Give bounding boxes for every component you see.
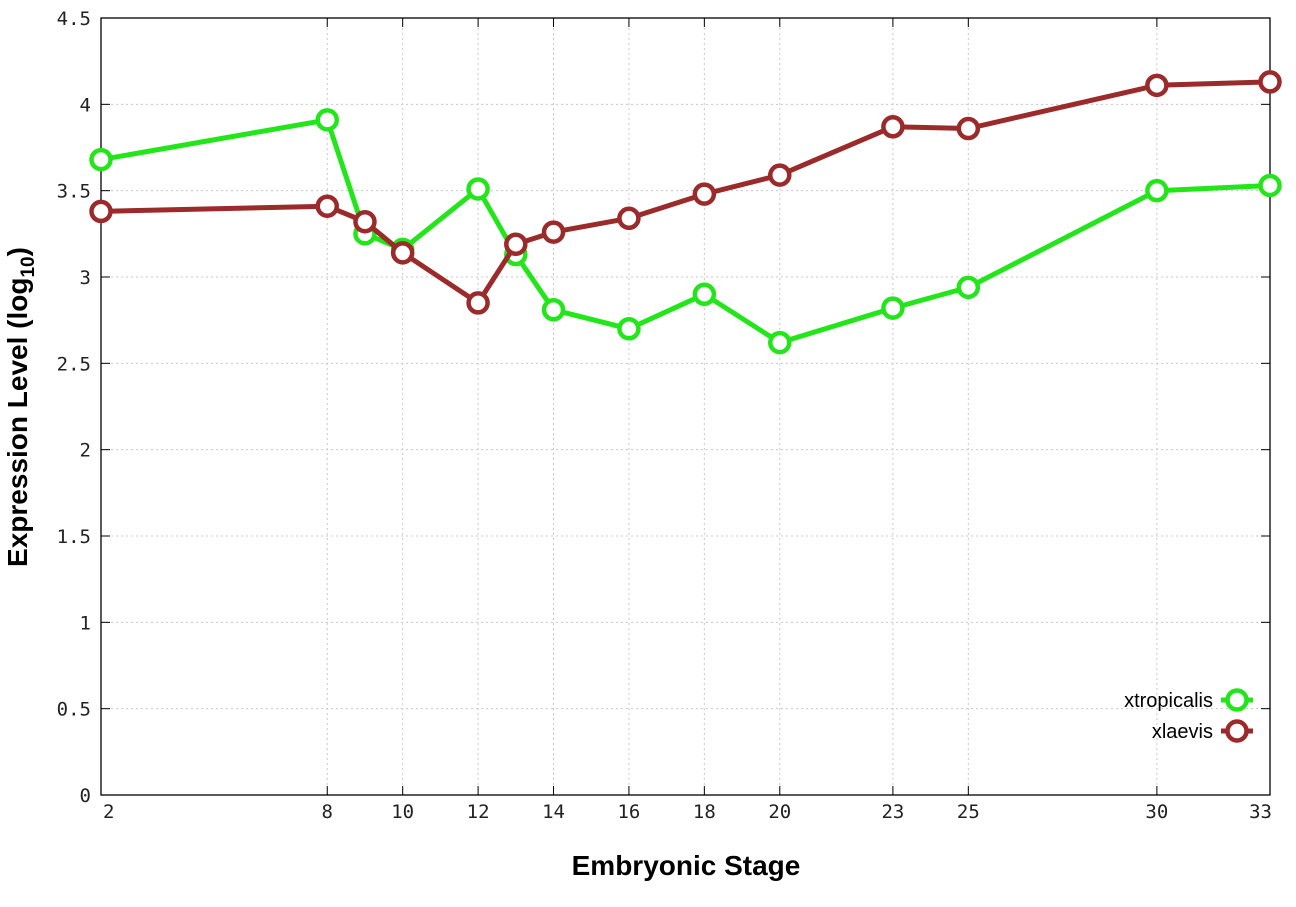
data-point-xlaevis: [768, 163, 792, 187]
data-point-xlaevis: [1145, 73, 1169, 98]
series-line-xtropicalis: [100, 117, 1271, 346]
data-point-xlaevis: [89, 199, 113, 224]
y-tick-label: 0.5: [57, 699, 91, 721]
y-tick-label: 4: [80, 94, 91, 116]
legend: xtropicalis xlaevis: [1124, 688, 1253, 743]
legend-marker-xlaevis: [1225, 719, 1249, 743]
data-point-xtropicalis: [315, 108, 340, 132]
legend-marker-xtropicalis: [1225, 688, 1249, 712]
y-tick-label: 2.5: [57, 353, 91, 375]
x-tick-label: 33: [1249, 801, 1272, 823]
data-point-xlaevis: [692, 182, 717, 206]
data-point-xtropicalis: [956, 275, 981, 300]
x-tick-label: 18: [693, 801, 716, 823]
y-tick-label: 3: [80, 267, 91, 289]
data-point-xlaevis: [881, 115, 905, 139]
y-axis-title-close: ): [2, 247, 33, 256]
y-tick-label: 3.5: [57, 181, 91, 203]
data-point-xtropicalis: [617, 317, 641, 341]
grid-lines: [101, 18, 1270, 795]
series-xlaevis: [89, 70, 1282, 315]
series-xtropicalis: [89, 108, 1282, 355]
x-tick-label: 16: [617, 801, 640, 823]
data-point-xtropicalis: [89, 147, 113, 172]
data-point-xtropicalis: [692, 282, 717, 307]
axis-ticks: 0 0.5 1 1.5 2 2.5 3 3.5 4 4.5 2 8 10 12 14 16 18 20 23 25 30…: [57, 8, 1272, 823]
data-point-xlaevis: [504, 232, 528, 256]
y-axis-title-subscript: 10: [18, 256, 39, 277]
series-line-xlaevis: [100, 79, 1271, 306]
x-tick-label: 30: [1145, 801, 1168, 823]
x-tick-label: 23: [881, 801, 904, 823]
y-axis-title: Expression Level (log10): [2, 247, 39, 567]
data-point-xlaevis: [390, 241, 415, 265]
y-tick-label: 1.5: [57, 526, 91, 548]
data-point-xlaevis: [617, 206, 641, 231]
x-tick-label: 25: [957, 801, 980, 823]
data-point-xlaevis: [956, 116, 981, 141]
data-point-xtropicalis: [1145, 178, 1169, 203]
y-axis-title-main: Expression Level (log: [2, 278, 33, 567]
data-point-xlaevis: [541, 220, 566, 244]
data-point-xlaevis: [315, 194, 340, 218]
x-tick-label: 20: [768, 801, 791, 823]
y-tick-label: 0: [80, 785, 91, 807]
y-tick-label: 2: [80, 440, 91, 462]
data-point-xtropicalis: [768, 330, 792, 355]
x-tick-label: 12: [467, 801, 490, 823]
legend-label-xtropicalis: xtropicalis: [1124, 690, 1213, 712]
x-tick-label: 2: [103, 801, 114, 823]
x-tick-label: 10: [391, 801, 414, 823]
data-point-xtropicalis: [541, 298, 566, 322]
x-axis-title: Embryonic Stage: [572, 850, 801, 881]
data-point-xlaevis: [1258, 70, 1282, 94]
data-point-xlaevis: [353, 209, 377, 234]
data-point-xlaevis: [466, 291, 490, 315]
y-tick-label: 1: [80, 612, 91, 634]
plot-frame: [100, 17, 1271, 796]
y-tick-label: 4.5: [57, 8, 91, 30]
legend-label-xlaevis: xlaevis: [1152, 721, 1213, 743]
data-point-xtropicalis: [466, 177, 490, 201]
x-tick-label: 8: [322, 801, 333, 823]
data-point-xtropicalis: [1258, 173, 1282, 198]
series-lines: [89, 70, 1282, 355]
x-tick-label: 14: [542, 801, 565, 823]
data-point-xtropicalis: [881, 296, 905, 320]
